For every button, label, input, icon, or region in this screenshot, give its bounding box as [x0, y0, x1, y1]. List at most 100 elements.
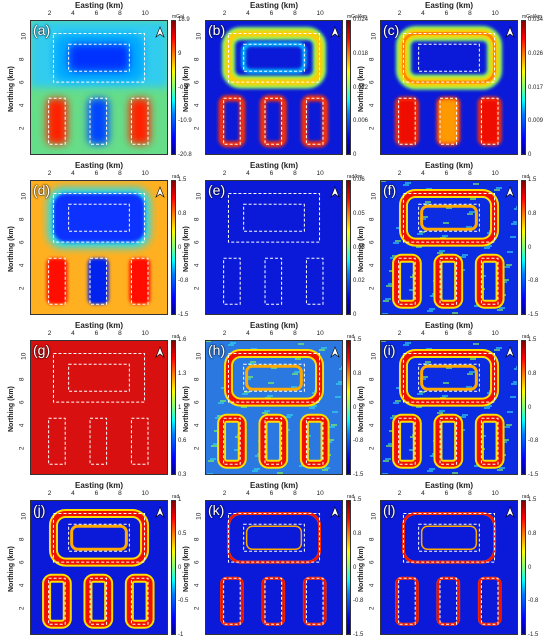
panel-frame-k — [205, 500, 343, 635]
source-outlines-a — [48, 33, 149, 145]
source-outlines-l — [398, 513, 499, 625]
x-tick-a-10: 10 — [141, 10, 149, 17]
panel-map-h — [205, 340, 343, 475]
y-tick-h-8: 8 — [193, 377, 201, 382]
colorbar-tick-a-4: -20.8 — [178, 152, 192, 158]
x-tick-h-2: 2 — [222, 330, 227, 337]
x-tick-k-4: 4 — [246, 490, 250, 497]
y-tick-j-4: 4 — [18, 583, 26, 588]
y-tick-l-4: 4 — [368, 583, 376, 588]
panel-x-title-e: Easting (km) — [249, 161, 298, 170]
colorbar-tick-k-0: 1.5 — [353, 497, 362, 503]
panel-frame-l — [380, 500, 518, 635]
colorbar-tick-j-3: -0.5 — [178, 598, 189, 605]
x-tick-c-6: 6 — [444, 10, 449, 17]
colorbar-tick-i-2: 0 — [528, 404, 532, 411]
y-tick-d-10: 10 — [20, 192, 28, 201]
colorbar-tick-j-4: -1 — [178, 632, 184, 638]
y-tick-j-10: 10 — [20, 512, 28, 521]
x-tick-i-8: 8 — [468, 330, 472, 337]
y-tick-j-6: 6 — [18, 560, 26, 565]
x-tick-e-2: 2 — [222, 170, 227, 177]
x-tick-e-8: 8 — [293, 170, 297, 177]
colorbar-tick-e-0: 0.06 — [353, 177, 365, 183]
y-tick-i-10: 10 — [370, 352, 378, 361]
panel-y-title-j: Northing (km) — [8, 545, 15, 592]
y-tick-d-6: 6 — [18, 240, 26, 245]
colorbar-tick-b-4: 0 — [353, 152, 357, 158]
x-tick-e-10: 10 — [316, 170, 324, 177]
colorbar-tick-f-0: 1.5 — [528, 177, 537, 183]
panel-frame-i — [380, 340, 518, 475]
x-tick-k-8: 8 — [293, 490, 297, 497]
panel-y-title-i: Northing (km) — [358, 385, 365, 432]
source-outlines-j — [48, 513, 149, 625]
panel-frame-c — [380, 20, 518, 155]
panel-y-title-a: Northing (km) — [8, 65, 15, 112]
x-tick-c-8: 8 — [468, 10, 472, 17]
panel-frame-d — [30, 180, 168, 315]
colorbar-tick-g-0: 1.6 — [178, 337, 187, 343]
y-tick-c-8: 8 — [368, 57, 376, 62]
panel-y-title-k: Northing (km) — [183, 545, 190, 592]
source-outlines-i — [398, 353, 499, 465]
colorbar-tick-d-0: 1.5 — [178, 177, 187, 183]
north-arrow-icon — [155, 506, 165, 518]
colorbar-tick-c-0: 0.034 — [528, 17, 544, 23]
y-tick-b-2: 2 — [193, 126, 201, 131]
colorbar-unit-b: mGal/km — [347, 14, 367, 20]
panel-y-title-d: Northing (km) — [8, 225, 15, 272]
colorbar-tick-l-4: -1.5 — [528, 632, 539, 638]
x-tick-l-6: 6 — [444, 490, 449, 497]
x-tick-j-6: 6 — [94, 490, 99, 497]
y-tick-f-2: 2 — [368, 286, 376, 291]
colorbar-tick-g-4: 0.3 — [178, 472, 187, 478]
panel-y-title-e: Northing (km) — [183, 225, 190, 272]
y-tick-b-8: 8 — [193, 57, 201, 62]
colorbar-k — [346, 500, 351, 635]
panel-label-h: (h) — [208, 342, 226, 358]
panel-x-title-a: Easting (km) — [74, 1, 123, 10]
panel-x-title-j: Easting (km) — [74, 481, 123, 490]
panel-x-title-b: Easting (km) — [249, 1, 298, 10]
x-tick-j-2: 2 — [47, 490, 52, 497]
x-tick-b-6: 6 — [269, 10, 274, 17]
y-tick-l-6: 6 — [368, 560, 376, 565]
y-tick-h-2: 2 — [193, 446, 201, 451]
x-tick-i-10: 10 — [491, 330, 499, 337]
x-tick-k-6: 6 — [269, 490, 274, 497]
y-tick-k-4: 4 — [193, 583, 201, 588]
x-tick-d-6: 6 — [94, 170, 99, 177]
panel-frame-a — [30, 20, 168, 155]
y-tick-i-2: 2 — [368, 446, 376, 451]
colorbar-tick-f-4: -1.5 — [528, 312, 539, 318]
colorbar-tick-c-2: 0.017 — [528, 84, 544, 91]
x-tick-d-2: 2 — [47, 170, 52, 177]
colorbar-f — [521, 180, 526, 315]
panel-x-title-c: Easting (km) — [424, 1, 473, 10]
panel-map-j — [30, 500, 168, 635]
source-outlines-b — [223, 33, 324, 145]
panel-x-title-l: Easting (km) — [424, 481, 473, 490]
x-tick-i-4: 4 — [421, 330, 425, 337]
colorbar-tick-a-0: 18.9 — [178, 17, 190, 23]
x-tick-i-2: 2 — [397, 330, 402, 337]
x-tick-j-4: 4 — [71, 490, 75, 497]
panel-x-title-i: Easting (km) — [424, 321, 473, 330]
x-tick-l-8: 8 — [468, 490, 472, 497]
y-tick-c-4: 4 — [368, 103, 376, 108]
colorbar-unit-d: rad — [172, 174, 180, 180]
y-tick-a-4: 4 — [18, 103, 26, 108]
colorbar-unit-h: rad — [347, 334, 355, 340]
colorbar-h — [346, 340, 351, 475]
panel-map-i — [380, 340, 518, 475]
panel-x-title-h: Easting (km) — [249, 321, 298, 330]
x-tick-f-2: 2 — [397, 170, 402, 177]
colorbar-unit-f: rad — [522, 174, 530, 180]
x-tick-k-2: 2 — [222, 490, 227, 497]
panel-y-title-c: Northing (km) — [358, 65, 365, 112]
colorbar-a — [171, 20, 176, 155]
colorbar-unit-g: rad — [172, 334, 180, 340]
colorbar-tick-h-3: -0.8 — [353, 438, 364, 445]
